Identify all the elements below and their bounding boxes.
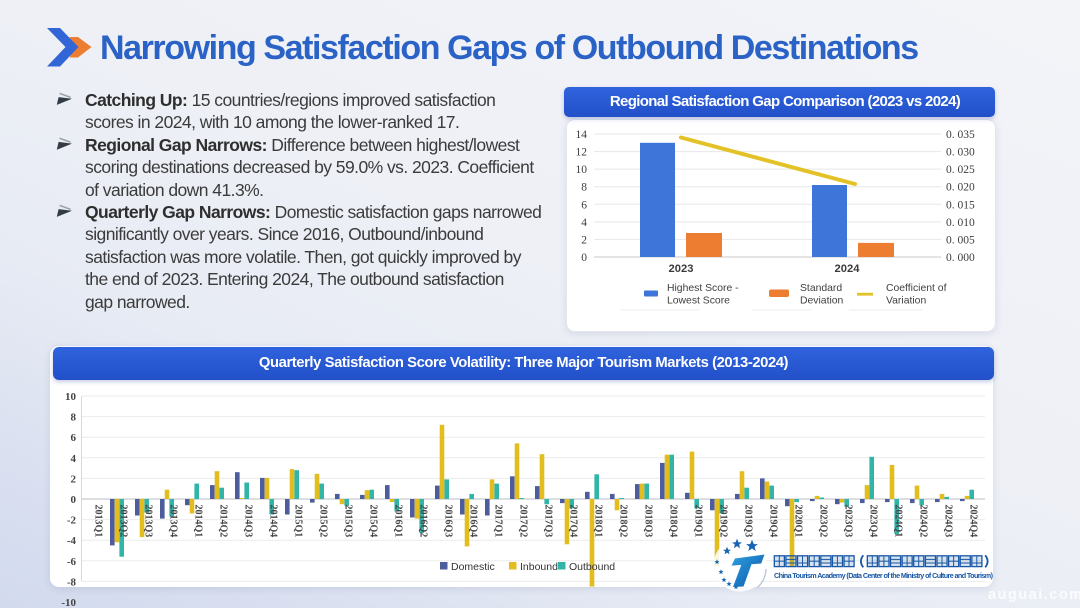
svg-text:12: 12 (576, 147, 588, 159)
svg-text:2014Q4: 2014Q4 (267, 505, 278, 538)
svg-text:2023Q4: 2023Q4 (867, 505, 878, 538)
svg-text:8: 8 (71, 412, 77, 424)
svg-text:0: 0 (581, 252, 587, 264)
svg-text:0. 035: 0. 035 (946, 129, 975, 141)
svg-text:Outbound: Outbound (569, 561, 615, 573)
svg-text:2024Q4: 2024Q4 (967, 505, 978, 538)
svg-text:Highest Score -: Highest Score - (667, 283, 739, 294)
svg-text:2024Q3: 2024Q3 (942, 505, 953, 538)
svg-text:2015Q1: 2015Q1 (292, 505, 303, 538)
svg-text:-8: -8 (67, 576, 77, 588)
svg-text:2015Q4: 2015Q4 (367, 505, 378, 538)
svg-text:10: 10 (65, 391, 77, 403)
svg-text:0: 0 (71, 494, 77, 506)
svg-text:4: 4 (581, 217, 587, 229)
svg-text:China Tourism Academy (Data Ce: China Tourism Academy (Data Center of th… (774, 571, 994, 580)
svg-text:4: 4 (71, 453, 77, 465)
svg-text:0. 020: 0. 020 (946, 182, 975, 194)
svg-text:2013Q1: 2013Q1 (92, 505, 103, 538)
svg-text:10: 10 (576, 164, 588, 176)
svg-text:2020Q1: 2020Q1 (792, 505, 803, 538)
svg-text:0. 005: 0. 005 (946, 234, 975, 246)
svg-text:2018Q3: 2018Q3 (642, 505, 653, 538)
svg-text:2017Q1: 2017Q1 (492, 505, 503, 538)
svg-text:2024: 2024 (835, 263, 861, 275)
svg-text:2: 2 (71, 473, 77, 485)
svg-text:2018Q2: 2018Q2 (617, 505, 628, 538)
svg-text:2014Q2: 2014Q2 (217, 505, 228, 538)
svg-text:0. 000: 0. 000 (946, 252, 975, 264)
svg-text:0. 025: 0. 025 (946, 164, 975, 176)
svg-text:-2: -2 (67, 515, 77, 527)
svg-text:2019Q2: 2019Q2 (717, 505, 728, 538)
svg-text:2017Q3: 2017Q3 (542, 505, 553, 538)
svg-text:2013Q2: 2013Q2 (117, 505, 128, 538)
svg-text:auguai.com: auguai.com (988, 587, 1080, 603)
svg-text:8: 8 (581, 182, 587, 194)
svg-text:6: 6 (71, 432, 77, 444)
svg-text:Coefficient of: Coefficient of (886, 283, 947, 294)
svg-text:-6: -6 (67, 556, 77, 568)
svg-text:2023Q2: 2023Q2 (817, 505, 828, 538)
svg-text:2019Q4: 2019Q4 (767, 505, 778, 538)
svg-text:2023Q3: 2023Q3 (842, 505, 853, 538)
svg-text:2019Q3: 2019Q3 (742, 505, 753, 538)
svg-text:6: 6 (581, 199, 587, 211)
svg-text:2016Q2: 2016Q2 (417, 505, 428, 538)
svg-text:Deviation: Deviation (800, 296, 844, 307)
svg-text:0. 010: 0. 010 (946, 217, 975, 229)
svg-text:0. 030: 0. 030 (946, 147, 975, 159)
svg-text:-10: -10 (61, 597, 76, 608)
svg-text:2024Q1: 2024Q1 (892, 505, 903, 538)
svg-text:2014Q3: 2014Q3 (242, 505, 253, 538)
svg-text:2016Q3: 2016Q3 (442, 505, 453, 538)
svg-text:2024Q2: 2024Q2 (917, 505, 928, 538)
svg-text:2017Q4: 2017Q4 (567, 505, 578, 538)
svg-text:14: 14 (576, 129, 588, 141)
svg-text:Standard: Standard (800, 283, 842, 294)
svg-text:2019Q1: 2019Q1 (692, 505, 703, 538)
svg-text:Inbound: Inbound (520, 561, 558, 573)
svg-text:2016Q1: 2016Q1 (392, 505, 403, 538)
svg-text:2018Q4: 2018Q4 (667, 505, 678, 538)
svg-text:Lowest Score: Lowest Score (667, 296, 730, 307)
svg-text:0. 015: 0. 015 (946, 199, 975, 211)
svg-text:2023: 2023 (669, 263, 694, 275)
svg-text:-4: -4 (67, 535, 77, 547)
svg-text:2018Q1: 2018Q1 (592, 505, 603, 538)
svg-text:2017Q2: 2017Q2 (517, 505, 528, 538)
svg-text:2014Q1: 2014Q1 (192, 505, 203, 538)
svg-text:2: 2 (581, 234, 587, 246)
svg-text:2013Q3: 2013Q3 (142, 505, 153, 538)
svg-text:2013Q4: 2013Q4 (167, 505, 178, 538)
svg-text:Variation: Variation (886, 296, 926, 307)
svg-text:2015Q3: 2015Q3 (342, 505, 353, 538)
svg-text:2015Q2: 2015Q2 (317, 505, 328, 538)
svg-text:2016Q4: 2016Q4 (467, 505, 478, 538)
svg-text:Domestic: Domestic (451, 561, 495, 573)
